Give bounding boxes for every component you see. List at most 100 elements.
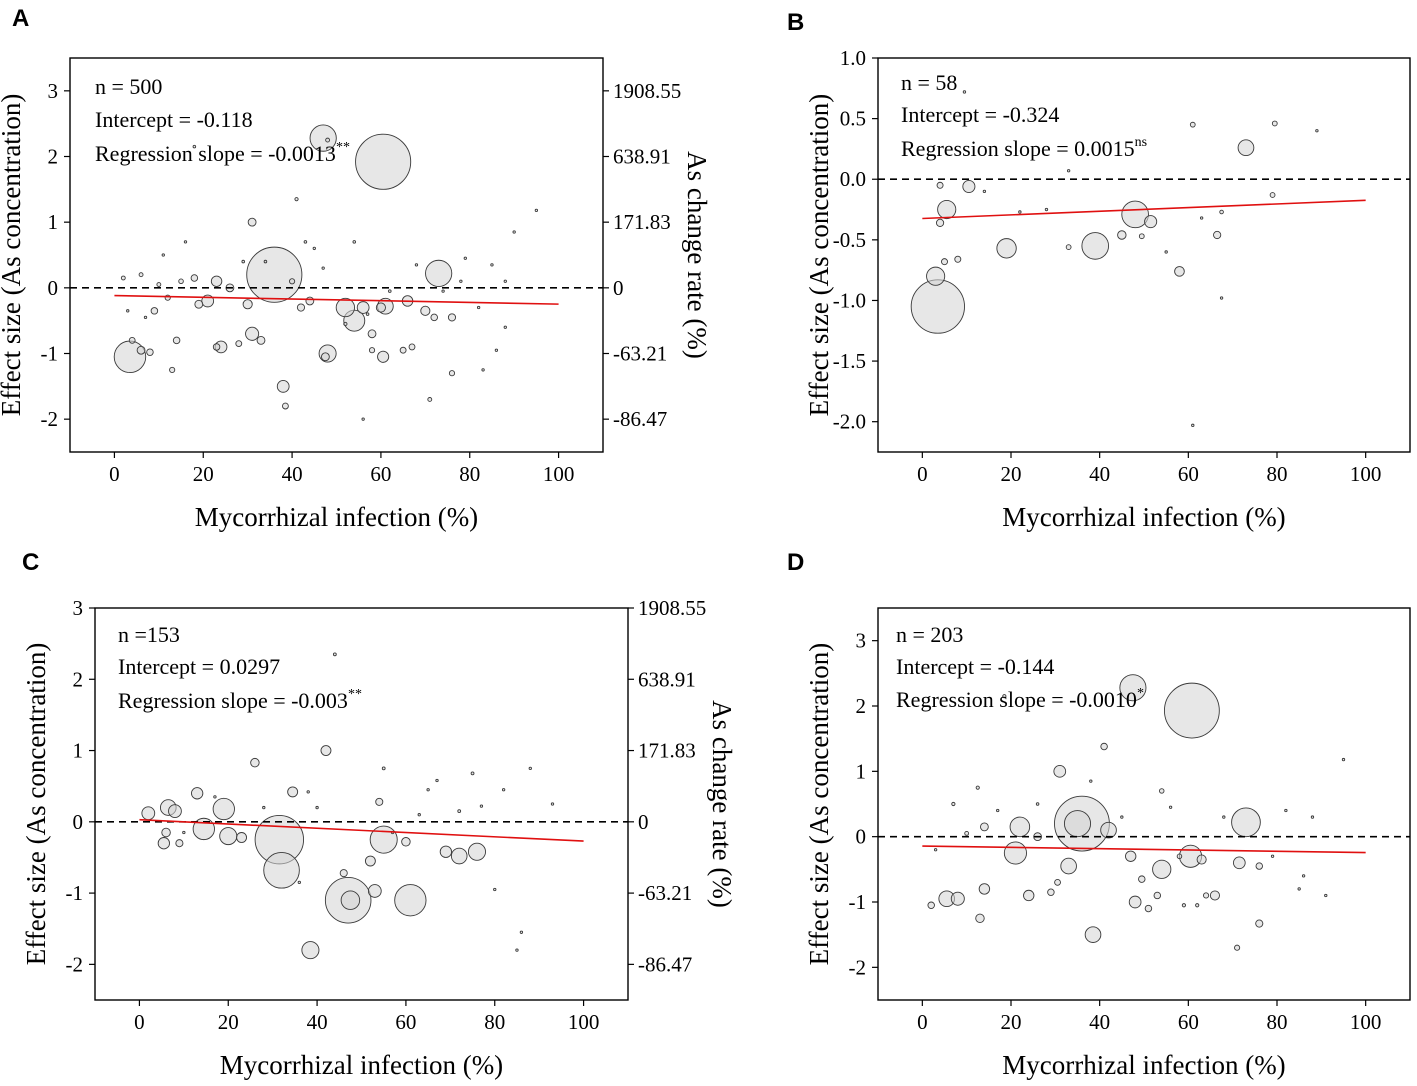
- data-point: [294, 197, 299, 202]
- data-point: [375, 302, 386, 313]
- data-point: [141, 806, 156, 821]
- data-point: [256, 335, 266, 345]
- data-point: [183, 240, 188, 244]
- x-tick-label: 100: [1350, 1010, 1382, 1034]
- data-point: [156, 282, 162, 287]
- data-point: [962, 179, 976, 194]
- x-tick-label: 40: [282, 462, 303, 486]
- x-tick-label: 80: [484, 1010, 505, 1034]
- data-point: [352, 240, 357, 244]
- data-point: [367, 884, 382, 898]
- x-tick-label: 20: [1001, 1010, 1022, 1034]
- data-point: [1120, 815, 1124, 819]
- data-point: [476, 305, 481, 310]
- data-point: [441, 289, 445, 293]
- data-point: [1231, 807, 1261, 838]
- data-point: [1044, 207, 1049, 212]
- data-point: [169, 366, 176, 373]
- data-point: [910, 279, 965, 334]
- data-point: [1009, 816, 1031, 838]
- data-point: [1255, 919, 1264, 928]
- y-tick-label: 3: [48, 79, 59, 103]
- data-point: [355, 133, 412, 190]
- data-point: [1023, 889, 1035, 902]
- data-point: [447, 313, 457, 322]
- data-point: [1310, 815, 1315, 819]
- data-point: [1168, 805, 1173, 809]
- data-point: [157, 837, 170, 850]
- data-point: [494, 348, 499, 352]
- data-point: [996, 808, 1000, 813]
- data-point: [528, 766, 532, 771]
- data-point: [1117, 230, 1127, 240]
- y-tick-label: 2: [856, 694, 867, 718]
- data-point: [435, 778, 439, 783]
- data-point: [356, 301, 370, 314]
- data-point: [320, 745, 332, 756]
- data-point: [1100, 742, 1108, 751]
- x-axis-title: Mycorrhizal infection (%): [220, 1050, 503, 1080]
- y-tick-label: 1.0: [840, 46, 866, 70]
- data-point: [503, 279, 507, 283]
- x-tick-label: 20: [218, 1010, 239, 1034]
- y-tick-label: -1: [41, 342, 59, 366]
- x-tick-label: 60: [370, 462, 391, 486]
- data-point: [1152, 859, 1172, 879]
- x-axis-title: Mycorrhizal infection (%): [195, 502, 478, 532]
- data-point: [401, 837, 411, 847]
- annotation-intercept: Intercept = -0.144: [896, 654, 1054, 679]
- x-tick-label: 40: [1089, 462, 1110, 486]
- right-tick-label: 1908.55: [613, 79, 681, 103]
- data-point: [192, 144, 197, 149]
- y-tick-label: 2: [48, 145, 59, 169]
- data-point: [481, 368, 485, 372]
- plot-frame: [94, 607, 629, 1001]
- data-point: [1002, 694, 1007, 699]
- right-tick-label: 0: [638, 810, 649, 834]
- data-point: [335, 297, 356, 318]
- annotation-slope: Regression slope = 0.0015ns: [901, 135, 1147, 161]
- data-point: [143, 315, 148, 320]
- panel-label: C: [22, 549, 39, 576]
- data-point: [1144, 215, 1158, 229]
- data-point: [1209, 890, 1220, 901]
- right-tick-label: 0: [613, 276, 624, 300]
- data-point: [367, 329, 377, 339]
- data-point: [369, 825, 398, 854]
- data-point: [964, 830, 970, 836]
- annotation-intercept: Intercept = -0.324: [901, 102, 1059, 127]
- data-point: [219, 827, 238, 846]
- data-point: [1195, 903, 1200, 908]
- data-point: [128, 336, 136, 344]
- annotation-slope: Regression slope = -0.003**: [118, 687, 362, 713]
- data-point: [501, 788, 506, 792]
- y-tick-label: 1: [48, 210, 59, 234]
- y-tick-label: 0: [48, 276, 59, 300]
- data-point: [194, 299, 204, 309]
- x-tick-label: 60: [1178, 462, 1199, 486]
- data-point: [178, 278, 184, 285]
- right-tick-label: -86.47: [613, 407, 667, 431]
- annotation-slope: Regression slope = -0.0013**: [95, 140, 350, 166]
- data-point: [236, 832, 248, 843]
- x-tick-label: 100: [1350, 462, 1382, 486]
- panel-label: B: [787, 9, 804, 36]
- y-tick-label: -1.5: [833, 349, 866, 373]
- data-point: [1219, 209, 1224, 215]
- data-point: [250, 757, 260, 768]
- data-point: [425, 259, 453, 287]
- data-point: [364, 855, 376, 867]
- data-point: [1191, 423, 1195, 427]
- data-point: [1125, 850, 1137, 862]
- data-point: [1084, 926, 1102, 943]
- x-tick-label: 80: [1267, 462, 1288, 486]
- data-point: [325, 137, 331, 143]
- bubble-layer: [141, 652, 555, 960]
- data-point: [1081, 232, 1110, 260]
- data-point: [457, 809, 462, 814]
- slope-text: Regression slope = -0.0013: [95, 141, 336, 166]
- x-axis-title: Mycorrhizal infection (%): [1002, 502, 1285, 532]
- data-point: [450, 847, 468, 865]
- data-point: [926, 266, 946, 286]
- regression-line: [114, 294, 559, 305]
